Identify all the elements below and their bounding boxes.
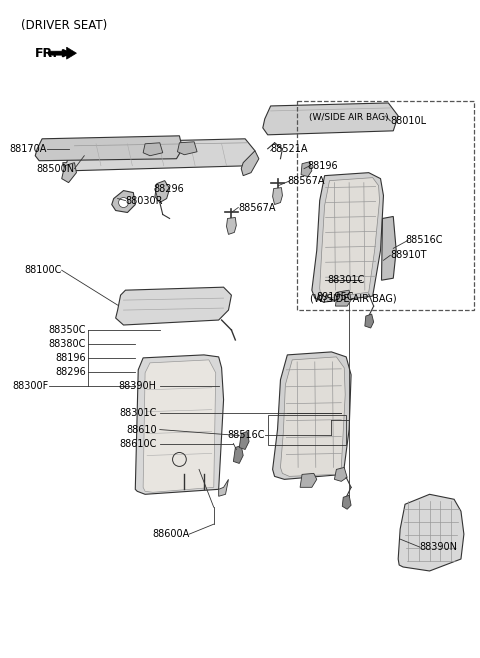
Polygon shape (116, 287, 231, 325)
Text: 89195C: 89195C (317, 292, 354, 302)
Polygon shape (112, 191, 135, 213)
Text: 88350C: 88350C (49, 325, 86, 335)
Polygon shape (382, 216, 396, 280)
Polygon shape (219, 480, 228, 496)
Text: 88610C: 88610C (120, 438, 157, 449)
Text: 88910T: 88910T (390, 250, 427, 261)
Bar (297, 101, 474, 310)
Text: 88170A: 88170A (10, 143, 47, 154)
Text: (DRIVER SEAT): (DRIVER SEAT) (22, 19, 108, 32)
Text: 88567A: 88567A (288, 176, 325, 186)
Polygon shape (312, 172, 384, 302)
Text: 88100C: 88100C (24, 265, 62, 275)
Text: 88296: 88296 (56, 367, 86, 377)
Text: FR.: FR. (35, 47, 59, 60)
Text: 88567A: 88567A (238, 203, 276, 213)
Text: 88500N: 88500N (36, 164, 74, 174)
Polygon shape (320, 178, 380, 298)
Text: 88296: 88296 (153, 184, 184, 193)
Polygon shape (241, 151, 259, 176)
Polygon shape (336, 290, 351, 306)
Polygon shape (155, 181, 169, 203)
Text: 88600A: 88600A (152, 529, 189, 539)
Text: 88390H: 88390H (119, 381, 157, 391)
Polygon shape (135, 355, 224, 494)
Text: 88030R: 88030R (125, 195, 163, 205)
Text: (W/SIDE AIR BAG): (W/SIDE AIR BAG) (310, 293, 396, 303)
Text: 88516C: 88516C (405, 236, 443, 245)
Polygon shape (143, 360, 216, 492)
Text: 88516C: 88516C (227, 430, 265, 440)
Polygon shape (178, 141, 197, 155)
Polygon shape (335, 467, 347, 482)
Polygon shape (301, 162, 312, 176)
Polygon shape (35, 136, 182, 161)
Polygon shape (273, 188, 282, 205)
Text: 88301C: 88301C (327, 275, 365, 285)
Polygon shape (365, 314, 373, 328)
Bar (268, 415, 346, 445)
Polygon shape (398, 494, 464, 571)
Polygon shape (233, 445, 243, 463)
Polygon shape (280, 357, 345, 476)
Text: 88610: 88610 (126, 424, 157, 434)
Text: 88301C: 88301C (120, 408, 157, 418)
Polygon shape (342, 495, 351, 509)
Polygon shape (173, 445, 216, 474)
Circle shape (119, 197, 129, 207)
Text: 88390N: 88390N (420, 542, 458, 552)
Polygon shape (263, 103, 398, 135)
Polygon shape (300, 473, 317, 488)
Text: 88196: 88196 (307, 161, 337, 170)
Text: 88196: 88196 (56, 353, 86, 363)
Polygon shape (49, 47, 76, 59)
Text: 88380C: 88380C (49, 339, 86, 349)
Text: 88300F: 88300F (12, 381, 49, 391)
Polygon shape (63, 139, 255, 170)
Polygon shape (239, 432, 249, 449)
Polygon shape (273, 352, 351, 480)
Text: 88010L: 88010L (390, 116, 426, 126)
Polygon shape (143, 143, 163, 156)
Polygon shape (62, 163, 76, 183)
Text: (W/SIDE AIR BAG): (W/SIDE AIR BAG) (309, 113, 388, 122)
Text: 88521A: 88521A (271, 143, 308, 154)
Polygon shape (227, 218, 236, 234)
